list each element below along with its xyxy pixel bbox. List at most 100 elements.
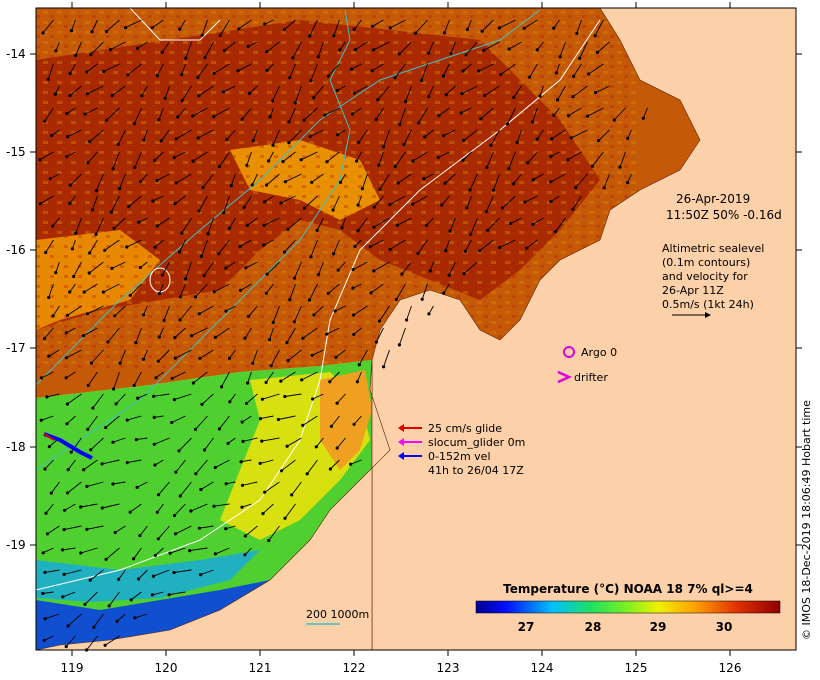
velocity-arrow-head xyxy=(224,266,228,270)
colorbar-gradient xyxy=(475,600,781,614)
velocity-arrow-head xyxy=(360,187,364,191)
velocity-arrow-head xyxy=(136,396,140,400)
velocity-arrow xyxy=(251,173,258,185)
velocity-arrow-head xyxy=(199,573,203,577)
velocity-arrow xyxy=(225,261,236,269)
velocity-arrow-head xyxy=(478,249,482,253)
velocity-arrow-head xyxy=(43,119,47,123)
velocity-arrow xyxy=(118,569,126,580)
velocity-arrow xyxy=(215,327,230,338)
velocity-arrow-head xyxy=(51,224,55,228)
velocity-arrow-head xyxy=(157,335,161,339)
velocity-arrow-head xyxy=(157,118,161,122)
velocity-arrow-head xyxy=(329,424,333,428)
velocity-arrow xyxy=(341,217,346,228)
velocity-arrow-head xyxy=(300,378,304,382)
velocity-arrow xyxy=(219,19,230,36)
velocity-arrow xyxy=(95,173,104,191)
velocity-arrow xyxy=(89,261,104,274)
velocity-arrow-head xyxy=(444,249,448,253)
velocity-arrow xyxy=(87,371,98,386)
velocity-arrow-head xyxy=(447,273,451,277)
velocity-arrow-head xyxy=(152,442,156,446)
velocity-arrow-head xyxy=(85,484,89,488)
velocity-arrow-head xyxy=(335,446,339,450)
velocity-arrow xyxy=(46,393,60,398)
lon-label: 122 xyxy=(343,661,366,675)
velocity-arrow-head xyxy=(82,290,86,294)
velocity-arrow-head xyxy=(74,231,78,235)
velocity-arrow xyxy=(66,327,76,334)
velocity-arrow xyxy=(397,173,412,184)
velocity-arrow xyxy=(157,525,170,540)
velocity-arrow-head xyxy=(160,50,164,54)
lat-label: -15 xyxy=(6,145,26,159)
velocity-arrow xyxy=(129,503,142,513)
velocity-arrow-head xyxy=(301,336,305,340)
velocity-arrow xyxy=(127,459,142,464)
velocity-arrow xyxy=(152,591,164,596)
velocity-arrow-head xyxy=(117,577,121,581)
velocity-arrow xyxy=(230,173,236,186)
velocity-arrow xyxy=(550,151,560,157)
velocity-arrow-head xyxy=(538,94,542,98)
velocity-arrow-head xyxy=(461,158,465,162)
velocity-arrow xyxy=(373,195,384,208)
velocity-arrow-head xyxy=(262,223,266,227)
coastline-south xyxy=(35,359,391,651)
colorbar-tick: 27 xyxy=(518,620,535,634)
velocity-arrow xyxy=(201,239,208,257)
velocity-arrow xyxy=(526,239,538,249)
velocity-arrow xyxy=(181,63,186,75)
velocity-arrow xyxy=(154,459,164,466)
velocity-arrow xyxy=(106,107,120,121)
velocity-arrow-head xyxy=(417,121,421,125)
velocity-arrow xyxy=(372,19,384,27)
velocity-arrow-head xyxy=(286,227,290,231)
velocity-arrow xyxy=(353,415,362,425)
velocity-arrow xyxy=(125,19,142,29)
velocity-arrow-head xyxy=(420,78,424,83)
velocity-arrow-head xyxy=(372,205,376,209)
velocity-arrow xyxy=(63,569,82,575)
velocity-arrow-head xyxy=(243,553,247,557)
velocity-arrow-head xyxy=(396,181,400,185)
velocity-arrow-head xyxy=(240,420,244,424)
velocity-arrow xyxy=(369,239,384,248)
velocity-arrow-head xyxy=(393,76,397,80)
velocity-arrow xyxy=(291,481,302,496)
velocity-arrow xyxy=(292,41,302,59)
velocity-arrow xyxy=(443,19,450,34)
velocity-arrow-head xyxy=(65,422,69,426)
velocity-arrow xyxy=(523,19,538,29)
velocity-arrow-head xyxy=(334,355,338,359)
velocity-arrow xyxy=(309,19,318,37)
velocity-arrow-head xyxy=(310,180,314,184)
velocity-arrow xyxy=(158,481,170,495)
velocity-arrow xyxy=(445,85,456,96)
velocity-arrow-head xyxy=(369,291,373,295)
drifter-icon xyxy=(557,370,573,384)
velocity-arrow-head xyxy=(173,532,178,536)
velocity-arrow-head xyxy=(197,312,201,316)
velocity-arrow-head xyxy=(523,200,527,204)
velocity-arrow-head xyxy=(196,75,200,79)
velocity-arrow-head xyxy=(172,155,176,160)
velocity-arrow xyxy=(86,635,98,651)
velocity-arrow xyxy=(172,371,186,379)
velocity-arrow-head xyxy=(103,248,107,252)
velocity-arrow-head xyxy=(193,427,198,431)
altimetry-label: and velocity for xyxy=(662,270,748,283)
velocity-arrow xyxy=(117,129,126,145)
velocity-arrow xyxy=(169,591,186,596)
velocity-arrow xyxy=(373,261,390,272)
velocity-arrow xyxy=(45,239,54,253)
velocity-arrow xyxy=(398,327,406,346)
velocity-arrow xyxy=(244,327,252,339)
velocity-arrow xyxy=(550,195,560,202)
velocity-arrow xyxy=(213,63,230,74)
velocity-arrow-head xyxy=(271,320,275,324)
velocity-arrow-head xyxy=(125,245,129,249)
velocity-arrow xyxy=(302,415,318,426)
velocity-arrow-head xyxy=(352,91,357,95)
